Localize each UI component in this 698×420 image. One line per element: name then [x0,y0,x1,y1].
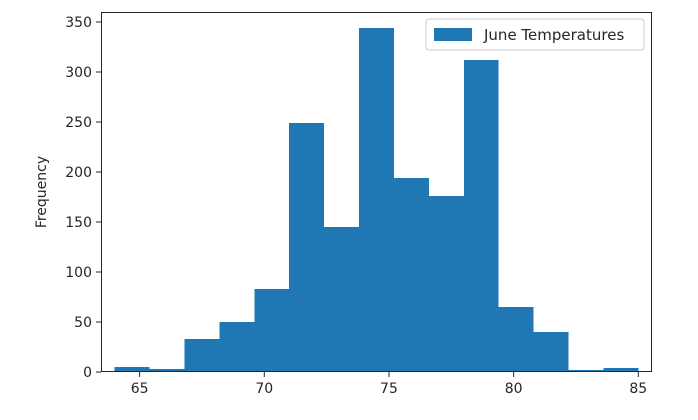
legend: June Temperatures [425,18,645,51]
y-tick-label: 200 [65,165,92,181]
legend-label: June Temperatures [483,26,624,44]
bar [114,367,150,372]
y-tick-label: 350 [65,15,92,31]
bar [428,196,464,372]
x-axis: 65 70 75 80 85 [131,372,647,397]
bar [603,368,639,372]
bars-group [114,28,639,372]
bar [533,332,569,372]
y-tick-label: 250 [65,115,92,131]
y-axis: 0 50 100 150 200 250 300 350 [65,15,101,381]
y-tick-label: 0 [83,365,92,381]
bar [393,178,429,372]
x-tick-label: 80 [505,381,523,397]
x-tick-label: 75 [380,381,398,397]
y-tick-label: 150 [65,215,92,231]
x-tick-label: 70 [255,381,273,397]
bar [498,307,534,372]
x-tick-label: 65 [131,381,149,397]
bar [359,28,394,372]
y-tick-label: 50 [74,315,92,331]
bar [149,369,185,372]
y-tick-label: 100 [65,265,92,281]
bar [184,339,220,372]
bar [289,123,325,372]
legend-box [425,18,645,51]
bar [324,227,360,372]
bar [219,322,255,372]
bar [463,60,499,372]
y-axis-label: Frequency [34,156,50,228]
y-tick-label: 300 [65,65,92,81]
bar [254,289,290,372]
x-tick-label: 85 [629,381,647,397]
plot-frame [101,12,652,372]
legend-swatch [434,28,472,41]
